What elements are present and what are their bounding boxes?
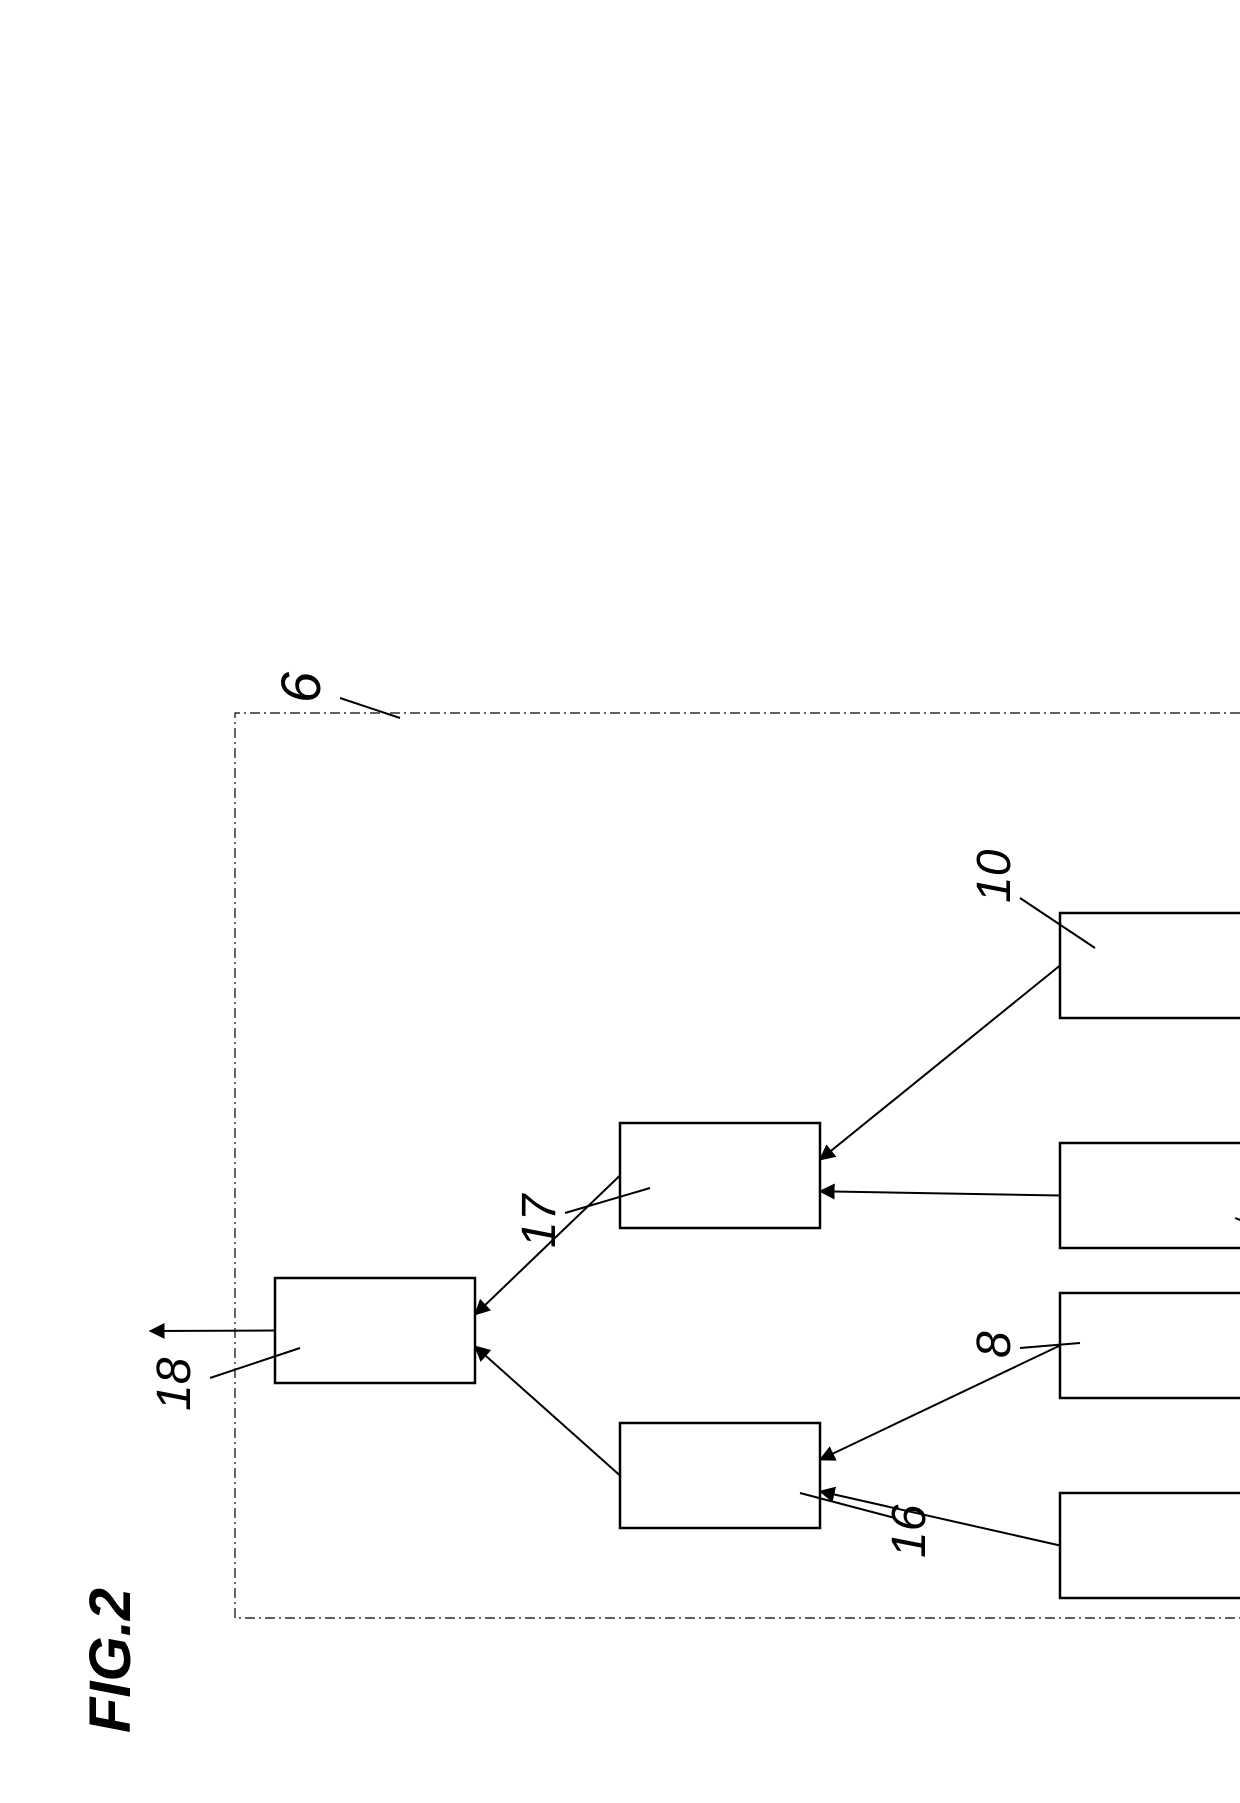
block-b9: [1060, 1143, 1240, 1248]
arrow: [475, 1346, 620, 1475]
leader-line: [340, 698, 400, 718]
arrow: [820, 966, 1060, 1160]
arrow: [820, 1191, 1060, 1195]
label-8: 8: [968, 1331, 1021, 1358]
block-b7: [1060, 1493, 1240, 1598]
block-b16: [620, 1423, 820, 1528]
arrow: [820, 1346, 1060, 1460]
label-18: 18: [148, 1357, 201, 1411]
block-b10: [1060, 913, 1240, 1018]
block-b18: [275, 1278, 475, 1383]
figure-svg: FIG.21817168910671112131415: [0, 0, 1240, 1803]
block-b17: [620, 1123, 820, 1228]
label-6: 6: [269, 671, 332, 703]
arrow: [150, 1331, 275, 1332]
block-b8: [1060, 1293, 1240, 1398]
label-10: 10: [968, 849, 1021, 903]
svg-text:FIG.2: FIG.2: [78, 1588, 143, 1733]
arrow: [820, 1491, 1060, 1545]
label-17: 17: [513, 1192, 566, 1248]
label-16: 16: [883, 1504, 936, 1558]
